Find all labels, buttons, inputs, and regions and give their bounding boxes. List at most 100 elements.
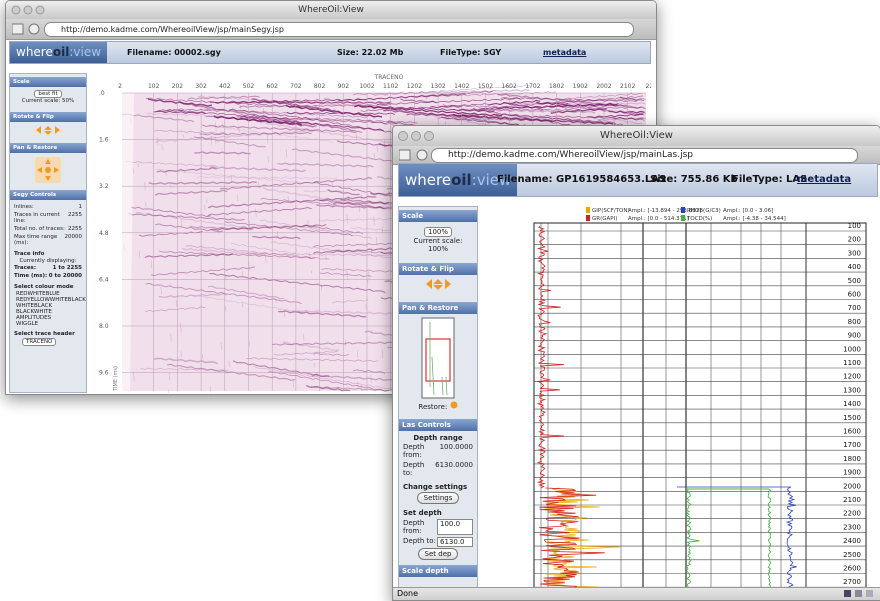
row-value[interactable]: 100.0 [437,519,473,535]
reflector [198,295,303,314]
noise [258,181,260,188]
pan-thumbnail[interactable] [418,317,458,399]
radio-label: WHITEBLACK [16,303,53,309]
app-header: whereoil:view Filename: GP1619584653.LAS… [398,163,878,197]
radio-option[interactable]: WHITEBLACK [10,303,86,309]
section-heading: Rotate & Flip [10,112,86,122]
noise [381,349,384,359]
reflector [148,181,257,185]
reflector [236,115,397,125]
reflector [204,108,369,119]
noise [180,323,182,333]
noise [388,190,390,198]
noise [132,167,134,174]
row-label: Inlines: [14,204,34,210]
reflector [173,108,226,112]
row-label: Depth from: [403,443,425,459]
radio-option[interactable]: REDYELLOWWHITEBLACK [10,297,86,303]
reflector [197,95,346,106]
trace-header-select[interactable]: TRACENO [22,338,57,346]
noise [306,120,308,125]
window-buttons[interactable] [11,5,51,15]
url-bar[interactable]: http://demo.kadme.com/WhereoilView/jsp/m… [44,22,634,37]
section-heading: Scale [10,77,86,87]
rotate-controls[interactable] [418,278,458,290]
section-subheading: Select colour mode [14,284,74,290]
section-subheading: Trace info [14,251,45,257]
y-axis-label: TIME (ms) [113,366,119,392]
depth-label: 2400 [843,537,861,545]
nav-icons[interactable] [399,148,429,162]
restore-button[interactable] [450,401,458,409]
depth-label: 2200 [843,510,861,518]
radio-label: REDWHITEBLUE [16,291,60,297]
metadata-link[interactable]: metadata [797,174,852,185]
noise [376,146,378,152]
noise [238,125,240,133]
reflector [210,224,327,231]
x-tick-label: 1502 [478,83,493,90]
info-row: Traces in current line: 2255 [10,211,86,225]
reflector [337,93,466,102]
noise [344,339,347,347]
metadata-link[interactable]: metadata [543,48,587,57]
reflector [228,100,325,104]
x-tick-label: 802 [314,83,326,90]
radio-label: AMPLITUDES [16,315,52,321]
reflector [185,245,330,260]
depth-label: 1200 [843,373,861,381]
radio-option[interactable]: REDWHITEBLUE [10,291,86,297]
x-tick-label: 2002 [596,83,611,90]
window-buttons[interactable] [398,130,438,142]
depth-label: 1100 [843,359,861,367]
reflector [207,285,285,300]
row-value: 20000 [64,234,83,240]
row-value[interactable]: 6130.0 [437,537,473,547]
pan-controls[interactable] [33,156,63,184]
row-label: Depth to: [403,461,425,477]
radio-option[interactable]: WIGGLE [10,321,86,327]
nav-icons[interactable] [12,22,40,36]
y-tick-label: 4.8 [99,230,109,237]
reflector [268,371,389,392]
noise [210,386,212,393]
info-row: Inlines: 1 [10,203,86,211]
section-subheading: Change settings [403,483,468,491]
noise [215,136,217,144]
legend-name: TOCD(%) [686,216,712,222]
reflector [400,98,437,104]
legend-swatch [586,207,590,213]
reflector [179,101,356,132]
status-icons [844,590,873,597]
file-size: Size: 22.02 Mb [337,48,404,57]
section-subheading: Select trace header [14,331,75,337]
reflector [145,282,302,305]
info-row: Depth from: 100.0000 [399,442,477,460]
noise [237,195,239,202]
scale-select[interactable]: 100% [423,227,452,237]
reflector [209,273,386,294]
reflector [558,92,644,100]
settings-button[interactable]: Settings [416,492,460,504]
radio-option[interactable]: BLACKWHITE [10,309,86,315]
reflector [353,89,530,96]
edge-wedge [122,93,134,391]
noise [249,220,251,228]
scale-select[interactable]: best fit [34,90,62,98]
depth-label: 500 [848,277,861,285]
set-depth-button[interactable]: Set dep [417,548,459,560]
noise [206,199,208,204]
reflector [153,357,218,365]
row-value: 6130.0000 [435,461,473,469]
noise [371,247,373,256]
reflector [438,117,559,122]
radio-option[interactable]: AMPLITUDES [10,315,86,321]
noise [468,99,470,103]
reflector [209,166,307,173]
noise [145,201,147,207]
x-tick-label: 1302 [430,83,445,90]
y-tick-label: .0 [99,90,105,97]
noise [180,218,182,227]
rotate-controls[interactable] [28,125,68,135]
url-bar[interactable]: http://demo.kadme.com/WhereoilView/jsp/m… [431,148,858,163]
